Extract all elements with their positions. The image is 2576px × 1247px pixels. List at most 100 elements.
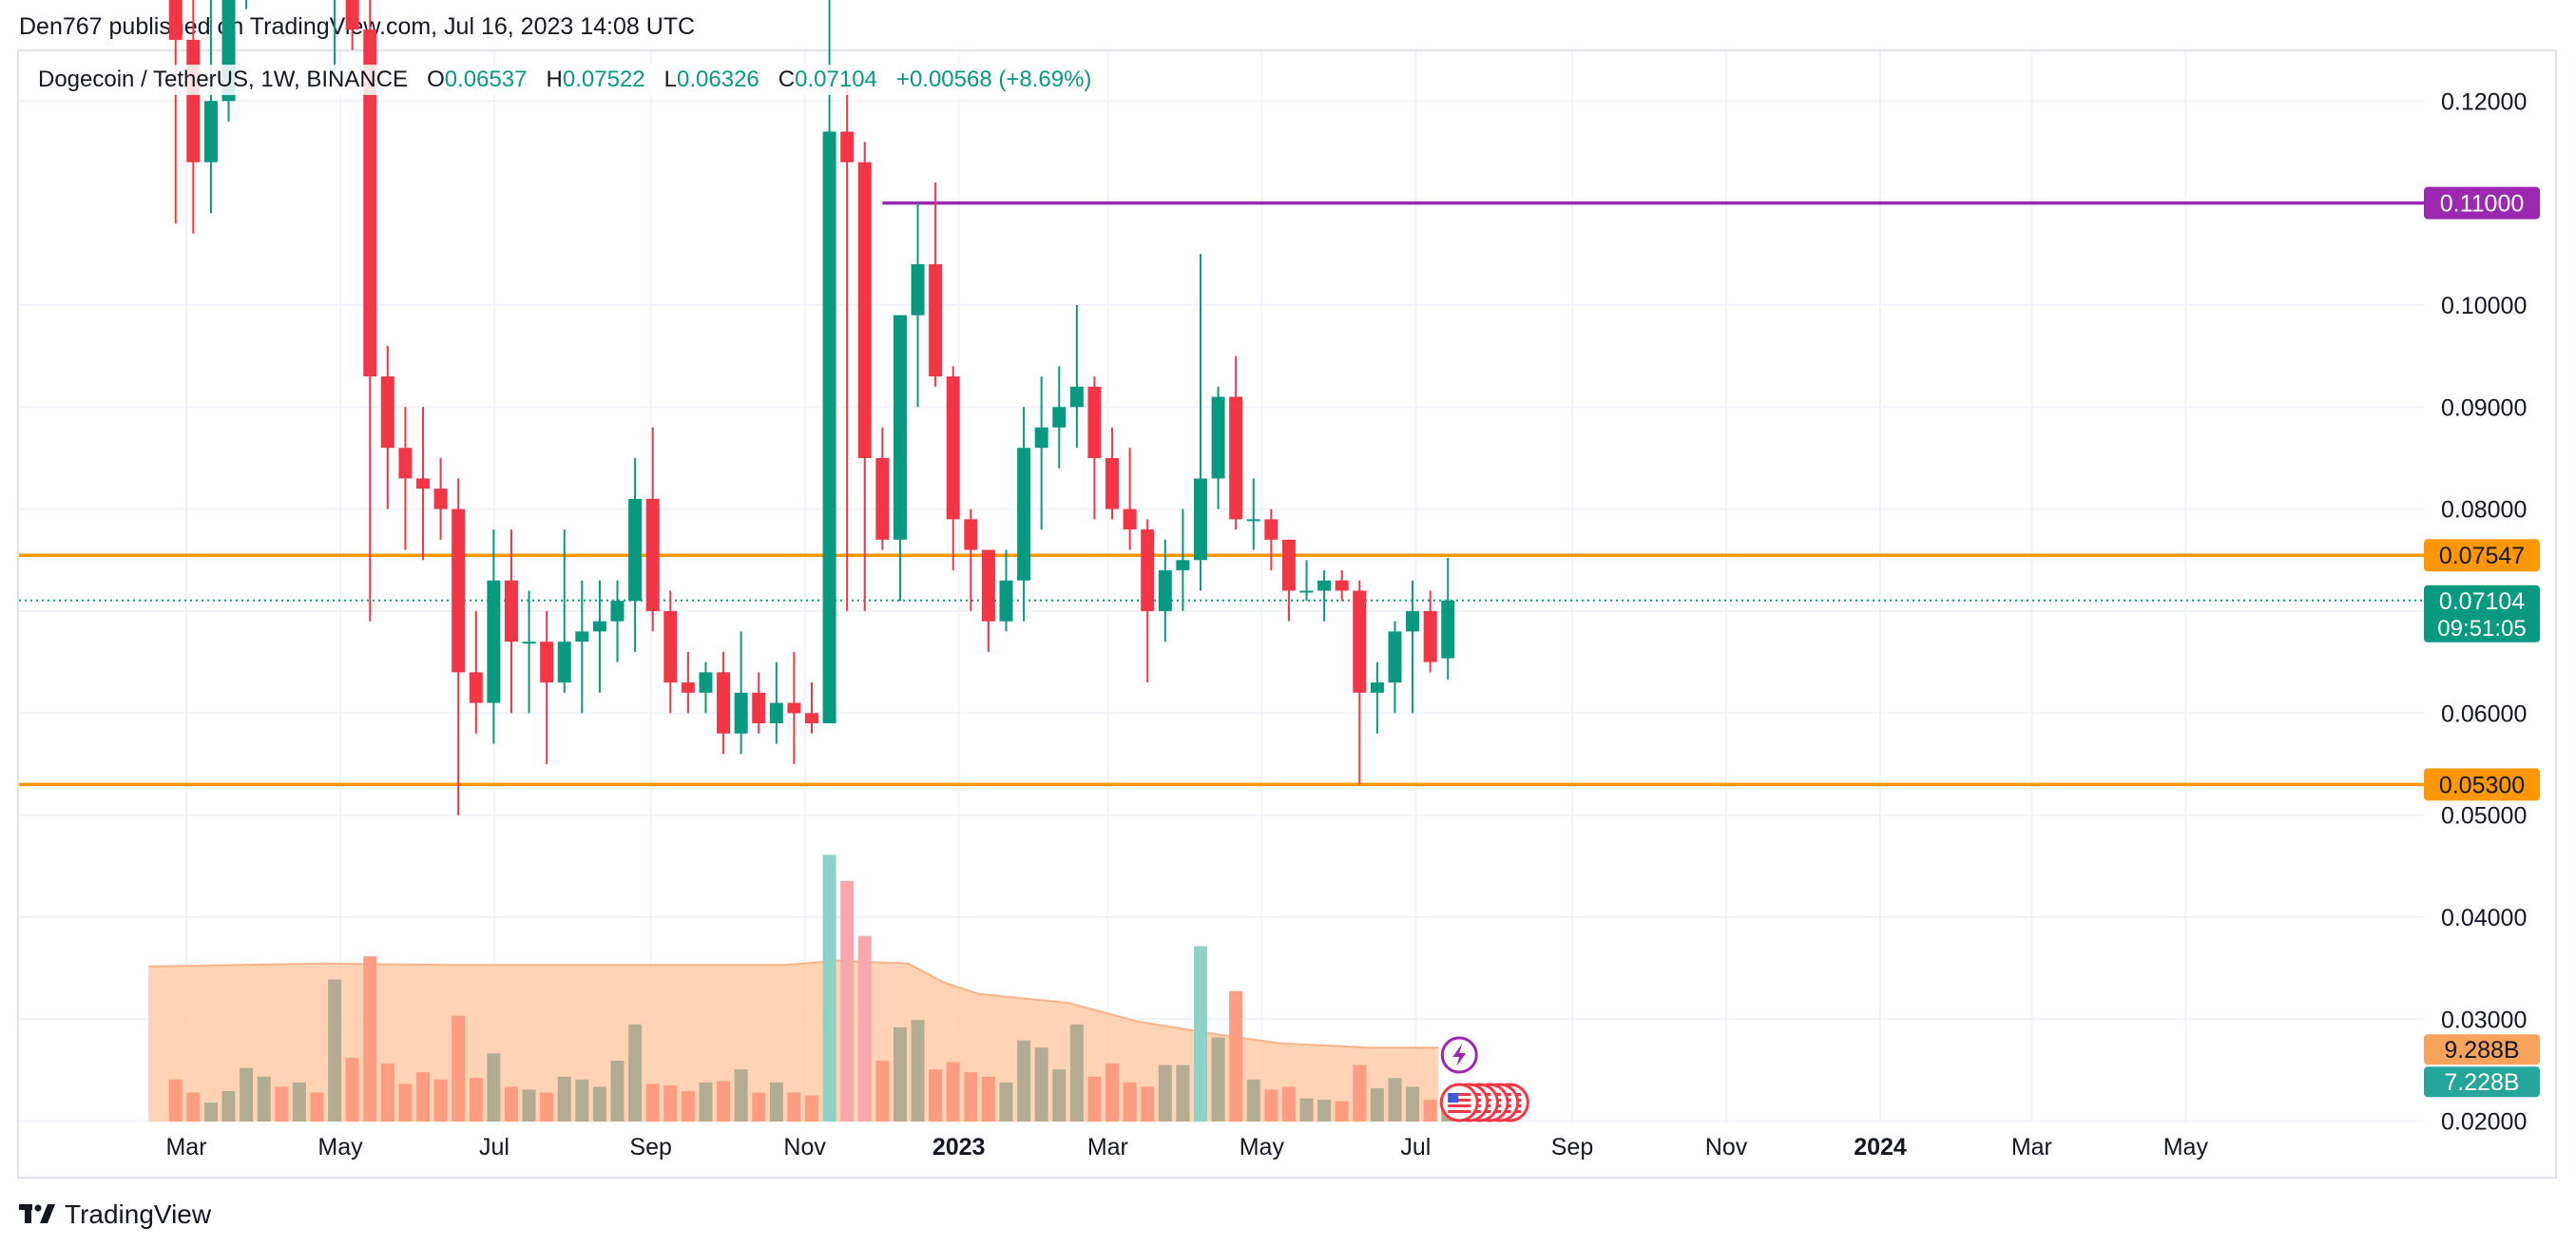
time-tick-label: 2023 xyxy=(932,1134,986,1161)
volume-bar xyxy=(1246,1079,1260,1122)
candle-body xyxy=(540,642,554,683)
time-tick-label: Jul xyxy=(479,1134,509,1161)
time-tick-label: 2024 xyxy=(1854,1134,1907,1161)
candle-body xyxy=(398,448,413,479)
candle-body xyxy=(1388,631,1402,683)
candle-body xyxy=(557,642,571,683)
volume-bar xyxy=(1176,1065,1190,1122)
candle-body xyxy=(1141,529,1155,611)
volume-bar xyxy=(557,1076,571,1122)
candle-body xyxy=(1264,519,1278,540)
candle-body xyxy=(1017,448,1031,581)
time-tick-label: Jul xyxy=(1400,1134,1431,1161)
candle-body xyxy=(1317,580,1332,591)
volume-bar xyxy=(1193,946,1207,1122)
time-scale[interactable]: Mar May Jul Sep Nov 2023 Mar May Jul Sep Nov 2024 Ma… xyxy=(165,1134,2208,1161)
candle-body xyxy=(1193,478,1207,561)
volume-bar xyxy=(663,1084,678,1122)
grid-lines xyxy=(19,51,2424,1123)
high-label: H xyxy=(546,67,563,92)
volume-bar xyxy=(893,1026,907,1122)
candle-body xyxy=(929,264,943,377)
candle-body xyxy=(1105,457,1120,509)
candle-body xyxy=(840,131,855,163)
volume-bar xyxy=(946,1062,960,1122)
volume-bar xyxy=(522,1089,536,1122)
volume-bar xyxy=(292,1082,306,1122)
volume-bar xyxy=(203,1103,218,1122)
volume-bar xyxy=(1388,1078,1402,1122)
time-tick-label: Mar xyxy=(165,1134,206,1161)
candle-body xyxy=(699,672,713,693)
candle-body xyxy=(575,631,589,643)
volume-bar xyxy=(857,935,872,1122)
low-value: 0.06326 xyxy=(677,67,759,92)
time-tick-label: Nov xyxy=(783,1134,826,1161)
candles xyxy=(168,0,1455,815)
volume-bar xyxy=(717,1081,731,1122)
volume-bar xyxy=(1017,1040,1031,1122)
candle-body xyxy=(469,672,483,703)
volume-bar xyxy=(1105,1064,1120,1122)
open-label: O xyxy=(427,67,445,92)
candle-body xyxy=(345,0,359,30)
last-price-tag xyxy=(2424,585,2540,643)
candle-body xyxy=(452,508,466,673)
volume-bar xyxy=(540,1092,554,1122)
volume-bar xyxy=(328,979,342,1122)
candle-body xyxy=(769,702,783,723)
footer-brand[interactable]: TradingView xyxy=(19,1199,211,1230)
candle-body xyxy=(1423,610,1437,662)
tradingview-logo-icon xyxy=(19,1204,55,1223)
time-tick-label: Mar xyxy=(1087,1134,1128,1161)
flag-stripe xyxy=(1448,1110,1471,1113)
time-tick-label: May xyxy=(1240,1134,1285,1161)
symbol-name: Dogecoin / TetherUS, 1W, BINANCE xyxy=(38,67,409,92)
candle-body xyxy=(875,457,890,540)
price-tick-label: 0.08000 xyxy=(2441,497,2527,524)
volume-bar xyxy=(1087,1076,1102,1122)
chart-frame[interactable] xyxy=(17,49,2557,1179)
time-tick-label: May xyxy=(2163,1134,2209,1161)
volume-bar xyxy=(999,1082,1013,1122)
volume-ma-tag xyxy=(2424,1034,2540,1065)
candle-body xyxy=(1052,407,1067,428)
close-value: 0.07104 xyxy=(795,67,877,92)
candle-body xyxy=(504,580,518,643)
volume-bar xyxy=(345,1057,359,1122)
high-value: 0.07522 xyxy=(562,67,645,92)
candle-body xyxy=(1281,539,1296,591)
volume-bar xyxy=(1141,1086,1155,1122)
candle-body xyxy=(1176,560,1190,570)
volume-tag xyxy=(2424,1066,2540,1098)
price-scale[interactable]: 0.12000 0.10000 0.09000 0.08000 0.06000 0.050… xyxy=(2441,88,2527,1135)
volume-bar xyxy=(363,956,377,1122)
price-tick-label: 0.12000 xyxy=(2441,88,2527,115)
volume-bar xyxy=(398,1084,413,1122)
volume-bar xyxy=(257,1076,271,1122)
volume-bar xyxy=(1052,1069,1067,1122)
volume-label: 7.228B xyxy=(2444,1069,2519,1096)
candle-body xyxy=(752,692,766,723)
volume-bar xyxy=(610,1060,625,1122)
candle-body xyxy=(946,376,960,520)
volume-bar xyxy=(787,1092,801,1122)
candle-body xyxy=(857,162,872,458)
volume-bar xyxy=(504,1086,518,1122)
flag-canton xyxy=(1448,1093,1459,1103)
candle-body xyxy=(822,131,836,723)
candle-body xyxy=(911,264,925,316)
volume-bar xyxy=(699,1082,713,1122)
price-tick-label: 0.02000 xyxy=(2441,1109,2527,1136)
volume-bar xyxy=(645,1084,660,1122)
candle-body xyxy=(981,549,995,622)
candle-body xyxy=(186,39,201,163)
volume-bar xyxy=(380,1064,394,1122)
candle-body xyxy=(663,610,678,683)
flag-stripe xyxy=(1448,1099,1471,1102)
candle-body xyxy=(893,315,907,540)
event-markers[interactable] xyxy=(1439,1036,1529,1122)
volume-bar xyxy=(875,1060,890,1122)
